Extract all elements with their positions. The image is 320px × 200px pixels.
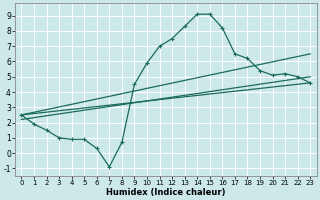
X-axis label: Humidex (Indice chaleur): Humidex (Indice chaleur) xyxy=(106,188,226,197)
